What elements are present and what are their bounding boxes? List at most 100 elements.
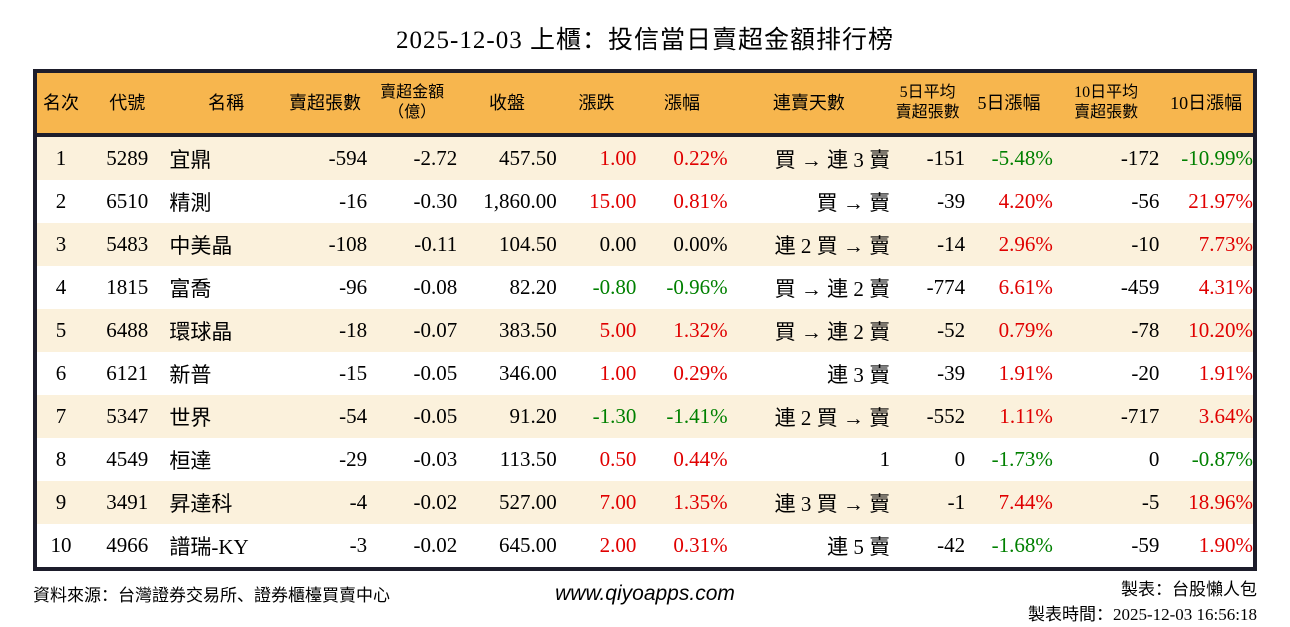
cell-change: 1.00 [599, 146, 637, 170]
table-row: 4 1815 富喬 -96 -0.08 82.20 -0.80 -0.96% 買 → 連 2 賣… [35, 266, 1255, 309]
cell-streak: 連 2 買 → 賣 [774, 233, 891, 258]
cell-avg5: -39 [937, 361, 966, 385]
cell-pct10: 1.90% [1198, 533, 1253, 557]
cell-code: 4966 [106, 533, 149, 557]
table-header-row: 名次 代號 名稱 賣超張數 賣超金額 （億） 收盤 漲跌 漲幅 連賣天數 5日平均 賣超張數 5日漲… [35, 71, 1255, 137]
cell-streak: 買 → 賣 [816, 190, 891, 215]
page-title: 2025-12-03 上櫃：投信當日賣超金額排行榜 [396, 27, 894, 54]
cell-close: 383.50 [498, 318, 557, 342]
cell-pct5: 7.44% [998, 490, 1053, 514]
cell-pct5: -1.68% [991, 533, 1053, 557]
cell-rank: 7 [55, 404, 67, 428]
cell-avg10: -20 [1131, 361, 1160, 385]
cell-name: 世界 [169, 405, 212, 430]
cell-change: -0.80 [592, 275, 637, 299]
cell-sell_volume: -29 [339, 447, 368, 471]
cell-streak: 買 → 連 2 賣 [774, 319, 891, 344]
column-header-change: 漲跌 [556, 71, 637, 137]
cell-avg10: -59 [1131, 533, 1160, 557]
cell-pct10: 4.31% [1198, 275, 1253, 299]
cell-rank: 5 [55, 318, 67, 342]
cell-pct5: 0.79% [998, 318, 1053, 342]
cell-pct5: 2.96% [998, 232, 1053, 256]
cell-streak: 連 3 買 → 賣 [774, 491, 891, 516]
cell-name: 桓達 [169, 448, 212, 473]
table-row: 9 3491 昇達科 -4 -0.02 527.00 7.00 1.35% 連 3 買 → 賣 -… [35, 481, 1255, 524]
table-row: 7 5347 世界 -54 -0.05 91.20 -1.30 -1.41% 連 2 買 → 賣… [35, 395, 1255, 438]
cell-name: 環球晶 [169, 319, 233, 344]
table-row: 5 6488 環球晶 -18 -0.07 383.50 5.00 1.32% 買 → 連 2 賣… [35, 309, 1255, 352]
cell-close: 91.20 [509, 404, 557, 428]
cell-streak: 1 [879, 447, 891, 471]
cell-change_pct: 0.81% [673, 189, 728, 213]
cell-sell_volume: -594 [328, 146, 368, 170]
cell-close: 82.20 [509, 275, 557, 299]
cell-pct10: -0.87% [1191, 447, 1253, 471]
cell-close: 346.00 [498, 361, 557, 385]
cell-pct10: 18.96% [1188, 490, 1253, 514]
cell-pct10: 1.91% [1198, 361, 1253, 385]
cell-change: 2.00 [599, 533, 637, 557]
cell-avg5: -42 [937, 533, 966, 557]
cell-sell_amount: -0.11 [414, 232, 458, 256]
cell-avg5: -151 [926, 146, 966, 170]
cell-pct5: 1.11% [999, 404, 1053, 428]
cell-sell_amount: -0.02 [413, 533, 458, 557]
cell-avg10: -10 [1131, 232, 1160, 256]
cell-rank: 1 [55, 146, 67, 170]
column-header-close: 收盤 [457, 71, 557, 137]
cell-code: 6488 [106, 318, 149, 342]
cell-avg5: -39 [937, 189, 966, 213]
cell-change_pct: 1.32% [673, 318, 728, 342]
cell-change: 15.00 [589, 189, 637, 213]
cell-pct10: 7.73% [1198, 232, 1253, 256]
cell-code: 1815 [106, 275, 149, 299]
cell-streak: 連 3 賣 [827, 362, 891, 387]
cell-code: 6510 [106, 189, 149, 213]
column-header-rank: 名次 [35, 71, 86, 137]
cell-avg5: -774 [926, 275, 966, 299]
cell-rank: 10 [50, 533, 72, 557]
cell-pct5: -5.48% [991, 146, 1053, 170]
table-row: 10 4966 譜瑞-KY -3 -0.02 645.00 2.00 0.31% 連 5 賣 -4… [35, 524, 1255, 569]
cell-pct10: 21.97% [1188, 189, 1253, 213]
cell-change: 0.50 [599, 447, 637, 471]
cell-change_pct: 0.22% [673, 146, 728, 170]
cell-sell_volume: -4 [349, 490, 368, 514]
cell-sell_amount: -0.08 [413, 275, 458, 299]
cell-close: 1,860.00 [483, 189, 557, 213]
cell-rank: 9 [55, 490, 67, 514]
cell-sell_amount: -2.72 [413, 146, 458, 170]
report-page: 2025-12-03 上櫃：投信當日賣超金額排行榜 名次 代號 名稱 賣超張數 賣超金額… [33, 27, 1257, 624]
cell-rank: 2 [55, 189, 67, 213]
cell-change_pct: 1.35% [673, 490, 728, 514]
cell-close: 645.00 [498, 533, 557, 557]
cell-avg10: -5 [1141, 490, 1160, 514]
cell-pct5: -1.73% [991, 447, 1053, 471]
cell-sell_amount: -0.03 [413, 447, 458, 471]
cell-code: 5347 [106, 404, 149, 428]
column-header-sell_volume: 賣超張數 [282, 71, 368, 137]
author-label: 製表：台股懶人包 [1121, 580, 1257, 599]
cell-streak: 連 5 賣 [827, 534, 891, 559]
cell-avg5: -1 [947, 490, 966, 514]
cell-close: 113.50 [499, 447, 557, 471]
cell-avg10: -172 [1120, 146, 1160, 170]
table-body: 1 5289 宜鼎 -594 -2.72 457.50 1.00 0.22% 買 → 連 3 賣… [35, 135, 1255, 569]
cell-change: 1.00 [599, 361, 637, 385]
data-source-label: 資料來源：台灣證券交易所、證券櫃檯買賣中心 [33, 586, 390, 605]
cell-change_pct: 0.44% [673, 447, 728, 471]
generated-time-label: 製表時間：2025-12-03 16:56:18 [1027, 604, 1257, 624]
cell-name: 富喬 [169, 276, 212, 301]
cell-change: -1.30 [592, 404, 637, 428]
cell-pct5: 6.61% [998, 275, 1053, 299]
cell-change_pct: -0.96% [666, 275, 728, 299]
cell-rank: 3 [55, 232, 67, 256]
cell-streak: 連 2 買 → 賣 [774, 405, 891, 430]
cell-rank: 4 [55, 275, 67, 299]
cell-change: 0.00 [599, 232, 637, 256]
cell-sell_volume: -16 [339, 189, 368, 213]
cell-pct5: 1.91% [998, 361, 1053, 385]
cell-avg10: -78 [1131, 318, 1160, 342]
column-header-pct5: 5日漲幅 [965, 71, 1053, 137]
